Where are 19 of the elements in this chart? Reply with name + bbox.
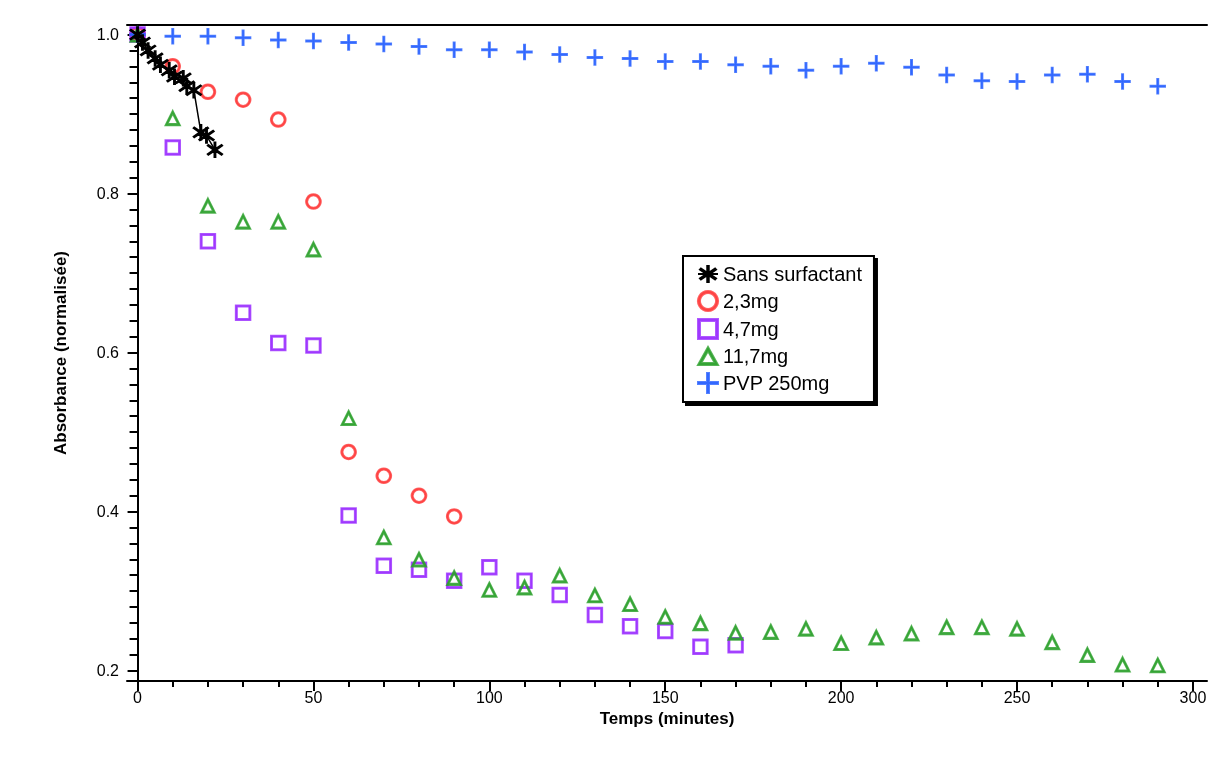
legend-label: PVP 250mg	[723, 372, 830, 394]
legend-label: 11,7mg	[723, 345, 789, 367]
x-tick-label: 50	[304, 688, 323, 706]
legend-label: 4,7mg	[723, 318, 779, 340]
x-tick-label: 250	[1003, 688, 1031, 706]
y-axis-title: Absorbance (normalisée)	[51, 250, 70, 456]
x-tick-label: 300	[1179, 688, 1207, 706]
x-tick-label: 0	[133, 688, 143, 706]
legend-label: 2,3mg	[723, 290, 779, 312]
legend-label: Sans surfactant	[723, 263, 863, 285]
x-axis-title: Temps (minutes)	[599, 708, 735, 728]
y-tick-label: 0.2	[96, 662, 120, 680]
x-tick-label: 100	[475, 688, 503, 706]
y-tick-label: 0.6	[96, 344, 120, 362]
y-tick-label: 1.0	[96, 26, 120, 44]
x-tick-label: 200	[827, 688, 855, 706]
x-tick-label: 150	[651, 688, 679, 706]
y-tick-label: 0.8	[96, 185, 120, 203]
y-tick-label: 0.4	[96, 503, 120, 521]
